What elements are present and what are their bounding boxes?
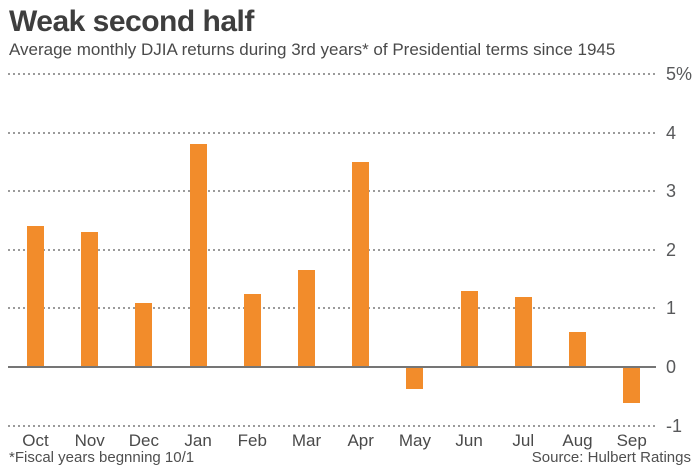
bar-apr bbox=[352, 161, 370, 367]
gridline-1 bbox=[8, 307, 656, 310]
bar-feb bbox=[243, 293, 261, 367]
x-tick-label-jan: Jan bbox=[184, 431, 212, 450]
zero-axis-line bbox=[8, 366, 656, 368]
x-tick-label-sep: Sep bbox=[616, 431, 647, 450]
gridline-5 bbox=[8, 73, 656, 75]
chart-title: Weak second half bbox=[9, 5, 254, 38]
bar-jun bbox=[460, 290, 478, 367]
x-tick-label-jun: Jun bbox=[455, 431, 483, 450]
bar-jan bbox=[189, 144, 207, 367]
bar-dec bbox=[135, 302, 153, 367]
y-tick-label: 1 bbox=[666, 298, 677, 319]
chart-source: Source: Hulbert Ratings bbox=[531, 449, 691, 466]
bar-may bbox=[406, 368, 424, 389]
x-tick-label-aug: Aug bbox=[562, 431, 593, 450]
x-tick-label-mar: Mar bbox=[291, 431, 322, 450]
y-tick-label: 0 bbox=[666, 357, 677, 377]
gridline-4 bbox=[8, 131, 656, 134]
chart-subtitle: Average monthly DJIA returns during 3rd … bbox=[9, 40, 616, 59]
gridline--1 bbox=[8, 424, 656, 427]
y-tick-label: 4 bbox=[666, 122, 677, 143]
bar-mar bbox=[298, 270, 315, 367]
chart-footnote: *Fiscal years begnning 10/1 bbox=[9, 449, 195, 466]
y-tick-label: 3 bbox=[666, 181, 677, 202]
y-tick-label: 5% bbox=[666, 64, 693, 84]
bar-nov bbox=[81, 232, 99, 367]
x-tick-label-may: May bbox=[398, 431, 431, 450]
bar-aug bbox=[569, 331, 586, 367]
x-tick-label-feb: Feb bbox=[237, 431, 267, 450]
x-tick-label-dec: Dec bbox=[128, 431, 159, 450]
x-tick-label-jul: Jul bbox=[512, 431, 535, 450]
y-tick-label: 2 bbox=[666, 239, 677, 260]
gridline-3 bbox=[8, 190, 656, 193]
x-tick-label-oct: Oct bbox=[22, 431, 49, 450]
bar-sep bbox=[623, 368, 641, 404]
bar-oct bbox=[27, 226, 44, 367]
x-tick-label-nov: Nov bbox=[74, 431, 105, 450]
gridline-2 bbox=[8, 248, 656, 251]
y-tick-label: -1 bbox=[666, 415, 683, 436]
bar-jul bbox=[514, 296, 532, 367]
x-tick-label-apr: Apr bbox=[347, 431, 374, 450]
